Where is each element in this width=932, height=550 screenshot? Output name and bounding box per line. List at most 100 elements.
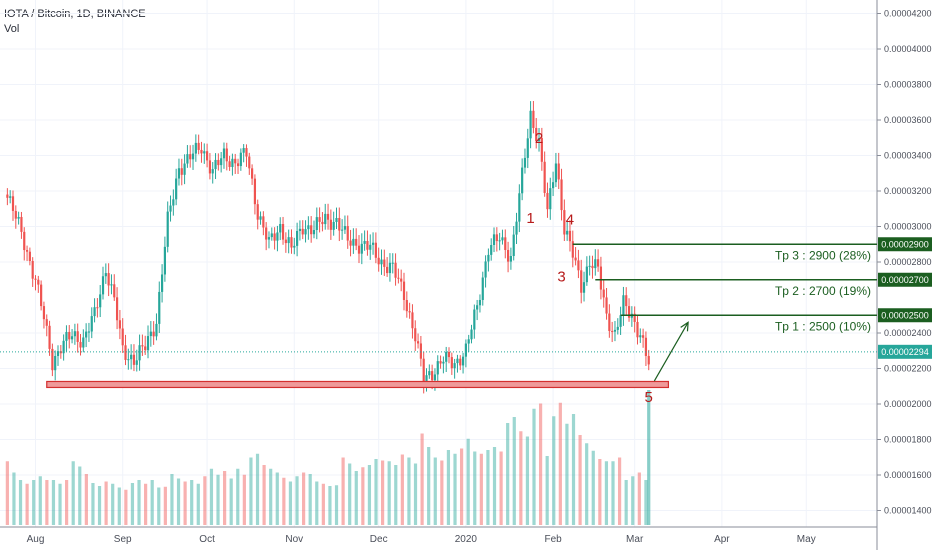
- candle-body: [481, 277, 484, 300]
- candle-body: [512, 234, 515, 257]
- candle-body: [267, 237, 271, 240]
- wave-label-3: 3: [557, 269, 565, 286]
- candle-body: [371, 242, 375, 245]
- candle-body: [245, 148, 248, 157]
- volume-bar: [466, 438, 470, 525]
- y-tick-label: 0.00003000: [884, 222, 932, 232]
- candle-body: [377, 257, 380, 265]
- candle-body: [239, 152, 242, 167]
- volume-bar: [354, 471, 358, 525]
- candle-body: [580, 270, 583, 293]
- volume-bar: [282, 477, 286, 525]
- candle-body: [155, 323, 158, 337]
- candle-body: [383, 259, 386, 267]
- x-tick-label: Dec: [370, 534, 388, 545]
- candle-body: [585, 266, 588, 283]
- volume-bar: [58, 483, 62, 525]
- candle-body: [270, 233, 273, 238]
- candle-body: [262, 216, 265, 228]
- wave-label-1: 1: [526, 210, 534, 227]
- volume-bar: [157, 487, 161, 525]
- candle-body: [625, 295, 628, 307]
- candle-body: [478, 299, 482, 306]
- candle-body: [532, 110, 535, 128]
- wave-label-2: 2: [535, 130, 543, 147]
- candle-body: [231, 158, 234, 167]
- candle-body: [34, 278, 37, 280]
- volume-bar: [269, 468, 273, 525]
- candle-body: [636, 321, 639, 338]
- candle-body: [571, 241, 574, 258]
- candle-body: [464, 343, 467, 357]
- candle-body: [54, 355, 57, 371]
- y-tick-label: 0.00002800: [884, 257, 932, 267]
- candle-body: [146, 336, 150, 351]
- candle-body: [639, 335, 642, 338]
- candle-body: [318, 217, 321, 222]
- candle-body: [130, 354, 133, 360]
- volume-bar: [229, 478, 233, 525]
- volume-bar: [328, 486, 332, 525]
- current-price-badge: [878, 344, 932, 359]
- y-tick-label: 0.00003200: [884, 186, 932, 196]
- candle-body: [594, 259, 597, 269]
- candle-body: [414, 328, 417, 342]
- candle-body: [208, 160, 212, 174]
- volume-bar: [209, 468, 214, 525]
- candle-body: [220, 158, 223, 166]
- volume-bar: [473, 451, 477, 525]
- volume-bar: [97, 486, 102, 525]
- volume-bar: [262, 465, 266, 525]
- candle-body: [279, 224, 282, 233]
- candle-body: [566, 230, 569, 235]
- y-tick-label: 0.00004000: [884, 44, 932, 54]
- candle-body: [113, 284, 116, 298]
- candle-body: [25, 250, 29, 252]
- candle-body: [228, 161, 231, 167]
- candle-body: [473, 309, 476, 330]
- candle-body: [115, 297, 119, 321]
- volume-bar: [18, 480, 23, 525]
- volume-bar: [538, 403, 543, 525]
- y-tick-label: 0.00002200: [884, 364, 932, 374]
- candle-body: [251, 168, 254, 179]
- candle-body: [236, 163, 240, 167]
- candle-body: [467, 339, 470, 344]
- candle-body: [509, 256, 512, 262]
- candle-body: [124, 345, 127, 360]
- candle-body: [40, 284, 43, 307]
- candle-body: [191, 153, 195, 160]
- candle-body: [360, 243, 363, 254]
- candle-body: [526, 138, 529, 158]
- candle-body: [296, 230, 299, 246]
- volume-bar: [65, 480, 69, 525]
- volume-bar: [223, 471, 227, 525]
- volume-bar: [45, 480, 49, 525]
- candle-body: [602, 289, 605, 298]
- volume-bar: [275, 472, 279, 525]
- x-tick-label: Aug: [27, 534, 45, 545]
- y-tick-label: 0.00002400: [884, 328, 932, 338]
- candle-body: [515, 221, 518, 235]
- candle-body: [523, 157, 527, 168]
- candle-body: [329, 219, 332, 230]
- volume-bar: [38, 476, 42, 525]
- volume-bar: [12, 472, 16, 525]
- y-tick-label: 0.00002000: [884, 399, 932, 409]
- volume-bar: [492, 447, 497, 525]
- candle-body: [326, 213, 330, 220]
- candle-body: [160, 274, 164, 292]
- candle-body: [394, 262, 397, 278]
- candle-body: [242, 148, 245, 153]
- volume-bar: [591, 450, 595, 525]
- volume-bar: [400, 454, 404, 525]
- volume-bar: [348, 463, 352, 525]
- volume-bar: [124, 489, 128, 525]
- candle-body: [608, 313, 611, 332]
- x-tick-label: Nov: [285, 534, 303, 545]
- volume-bar: [604, 461, 609, 525]
- candle-body: [298, 228, 302, 231]
- candle-body: [293, 245, 296, 248]
- volume-bar: [32, 480, 36, 525]
